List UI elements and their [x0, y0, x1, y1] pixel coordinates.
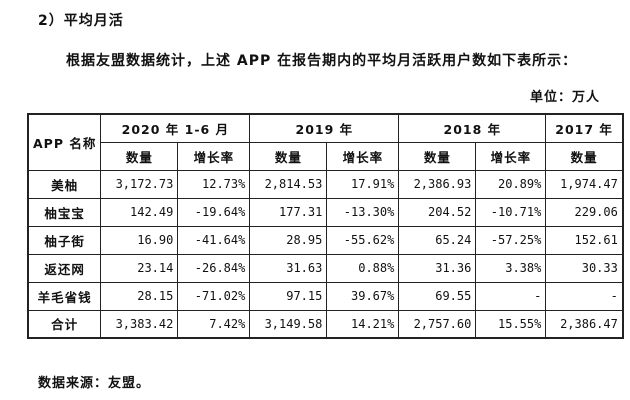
period-header: 2017 年	[545, 113, 624, 143]
growth-cell: -	[475, 281, 547, 311]
count-cell: 177.31	[249, 197, 328, 227]
count-cell: 3,383.42	[100, 309, 179, 339]
count-cell: 28.15	[100, 281, 179, 311]
period-header: 2020 年 1-6 月	[100, 113, 251, 143]
growth-cell: -55.62%	[326, 225, 400, 255]
intro-paragraph: 根据友盟数据统计，上述 APP 在报告期内的平均月活跃用户数如下表所示：	[66, 53, 578, 69]
count-cell: 30.33	[545, 253, 624, 283]
count-cell: 204.52	[398, 197, 477, 227]
app-name-cell: 返还网	[27, 253, 102, 283]
growth-subheader: 增长率	[475, 141, 547, 171]
table-row: 合计 3,383.42 7.42% 3,149.58 14.21% 2,757.60 15.…	[27, 309, 624, 339]
growth-cell: 12.73%	[177, 169, 251, 199]
mau-table-container: APP 名称 2020 年 1-6 月 2019 年 2018 年 2017 年…	[27, 113, 624, 339]
table-body: 美柚 3,172.73 12.73% 2,814.53 17.91% 2,386.93 20…	[27, 169, 624, 339]
growth-cell: -19.64%	[177, 197, 251, 227]
count-cell: 142.49	[100, 197, 179, 227]
count-cell: 2,814.53	[249, 169, 328, 199]
growth-cell: -13.30%	[326, 197, 400, 227]
table-row: 柚宝宝 142.49 -19.64% 177.31 -13.30% 204.52 -10.7…	[27, 197, 624, 227]
growth-cell: -10.71%	[475, 197, 547, 227]
table-row: 美柚 3,172.73 12.73% 2,814.53 17.91% 2,386.93 20…	[27, 169, 624, 199]
growth-cell: 7.42%	[177, 309, 251, 339]
table-row: 羊毛省钱 28.15 -71.02% 97.15 39.67% 69.55- -	[27, 281, 624, 311]
count-cell: 3,172.73	[100, 169, 179, 199]
unit-label: 单位：万人	[529, 90, 600, 105]
growth-cell: 20.89%	[475, 169, 547, 199]
count-subheader: 数量	[100, 141, 179, 171]
count-cell: 2,757.60	[398, 309, 477, 339]
section-heading: 2）平均月活	[38, 13, 124, 29]
count-cell: 3,149.58	[249, 309, 328, 339]
mau-table: APP 名称 2020 年 1-6 月 2019 年 2018 年 2017 年…	[27, 113, 624, 339]
app-name-cell: 美柚	[27, 169, 102, 199]
count-cell: 2,386.93	[398, 169, 477, 199]
source-note: 数据来源：友盟。	[38, 376, 151, 391]
period-header: 2019 年	[249, 113, 400, 143]
growth-cell: -41.64%	[177, 225, 251, 255]
growth-cell: -57.25%	[475, 225, 547, 255]
count-cell: 69.55	[398, 281, 477, 311]
count-cell: 152.61	[545, 225, 624, 255]
growth-cell: 15.55%	[475, 309, 547, 339]
growth-subheader: 增长率	[177, 141, 251, 171]
count-cell: 97.15	[249, 281, 328, 311]
count-subheader: 数量	[398, 141, 477, 171]
count-subheader: 数量	[545, 141, 624, 171]
growth-cell: 0.88%	[326, 253, 400, 283]
growth-subheader: 增长率	[326, 141, 400, 171]
count-cell: 1,974.47	[545, 169, 624, 199]
count-cell: 2,386.47	[545, 309, 624, 339]
growth-cell: 3.38%	[475, 253, 547, 283]
growth-cell: -71.02%	[177, 281, 251, 311]
count-cell: 31.36	[398, 253, 477, 283]
app-name-cell: 柚宝宝	[27, 197, 102, 227]
count-cell: 23.14	[100, 253, 179, 283]
app-name-cell: 羊毛省钱	[27, 281, 102, 311]
table-row: 返还网 23.14 -26.84% 31.63 0.88% 31.36 3.38% 30.33	[27, 253, 624, 283]
growth-cell: 14.21%	[326, 309, 400, 339]
count-cell: 229.06	[545, 197, 624, 227]
count-cell: 31.63	[249, 253, 328, 283]
count-cell: 28.95	[249, 225, 328, 255]
growth-cell: 39.67%	[326, 281, 400, 311]
table-subheader-row: 数量 增长率 数量 增长率 数量 增长率 数量	[28, 141, 624, 171]
growth-cell: -26.84%	[177, 253, 251, 283]
app-name-cell: 合计	[27, 309, 102, 339]
table-header-row: APP 名称 2020 年 1-6 月 2019 年 2018 年 2017 年	[27, 113, 624, 171]
app-name-cell: 柚子街	[27, 225, 102, 255]
count-cell: 16.90	[100, 225, 179, 255]
table-row: 柚子街 16.90 -41.64% 28.95 -55.62% 65.24 -57.25% 1…	[27, 225, 624, 255]
growth-cell: 17.91%	[326, 169, 400, 199]
count-cell: -	[545, 281, 624, 311]
count-cell: 65.24	[398, 225, 477, 255]
period-header: 2018 年	[398, 113, 547, 143]
count-subheader: 数量	[249, 141, 328, 171]
app-name-header: APP 名称	[27, 113, 102, 171]
